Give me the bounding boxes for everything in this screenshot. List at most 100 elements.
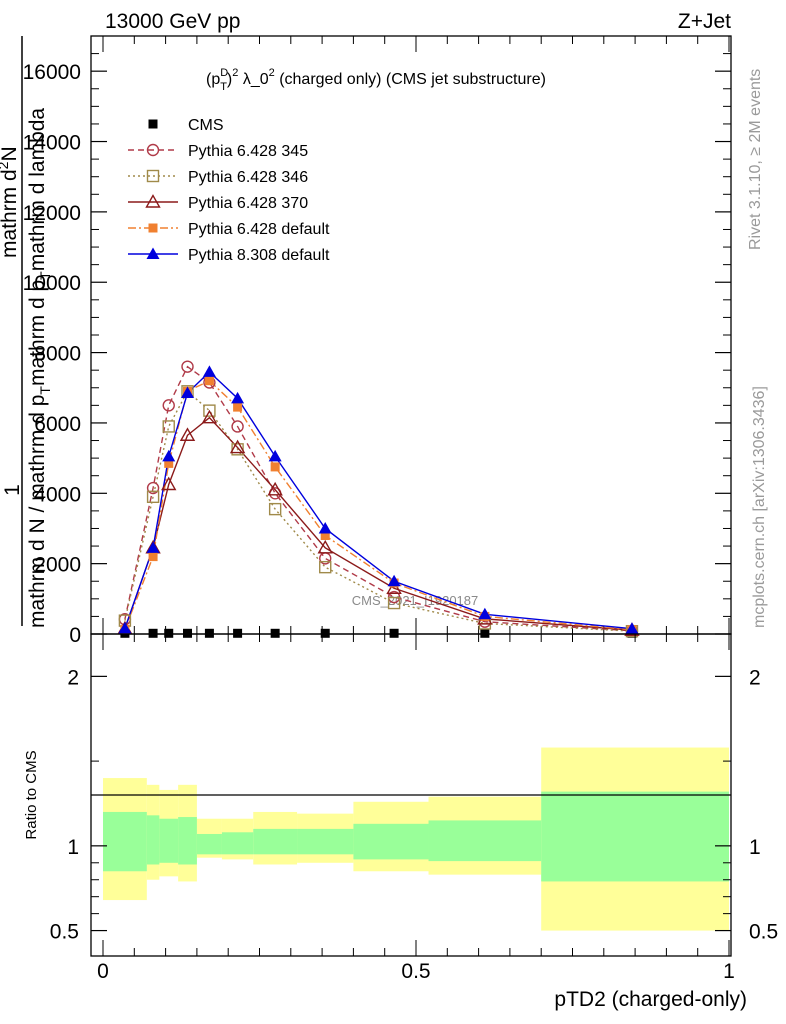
ratio-bands [103,747,729,931]
main-y-axis: 0 2000 4000 6000 8000 10000 12000 14000 16000 [23,35,731,647]
ratio-band-inner [353,823,429,860]
p8def-point [625,622,639,634]
p346-point [319,560,332,574]
p370-point [386,580,402,594]
p6def-point [204,376,214,386]
ratio-y-tick-label-right: 0.5 [749,921,778,944]
legend-entry-p345: Pythia 6.428 345 [128,143,308,160]
p345-line [124,365,633,632]
p346-point [146,490,160,504]
ratio-ylabel: Ratio to CMS [23,750,40,839]
p346-line [124,390,633,632]
ratio-band-inner [103,811,147,872]
ratio-x-axis: 0 0.5 1 [97,634,735,983]
ylabel-denominator: mathrm d N / mathrm d pTmathrm d pTmathr… [26,108,53,628]
series-lines [124,365,633,632]
ratio-band-inner [253,828,298,855]
main-x-axis-ticks [102,36,730,634]
cms-point [320,628,330,638]
legend-entry-p370: Pythia 6.428 370 [128,194,308,212]
cms-point [183,628,193,638]
y-tick-label: 16000 [23,61,81,84]
cms-point [204,628,214,638]
legend-marker [146,247,160,259]
p370-point [161,476,177,491]
p370-point [229,439,246,454]
ratio-band-inner [541,791,729,882]
p8def-point [162,449,176,462]
legend-label: Pythia 6.428 370 [188,195,308,212]
ratio-y-tick-label: 1 [67,836,79,859]
ratio-band-inner [428,820,542,862]
legend-marker [145,194,161,208]
plot-title: (pD T)2 λ_02 (charged only) (CMS jet subs… [206,67,546,93]
p6def-point [270,462,280,472]
analysis-watermark: CMS_2021_I1920187 [352,593,479,608]
mcplots-label: mcplots.cern.ch [arXiv:1306.3436] [751,386,768,628]
x-tick-label: 1 [723,960,735,983]
p8def-point [202,365,216,377]
legend-entry-p8def: Pythia 8.308 default [128,247,330,264]
p346-point [387,596,401,610]
y-tick-label: 10000 [23,272,81,295]
y-tick-label: 6000 [34,413,81,436]
p346-point [162,420,175,433]
p8def-point [118,621,132,634]
p370-point [317,539,333,554]
ratio-y-tick-label-right: 1 [749,836,761,859]
y-tick-label: 8000 [34,343,81,366]
legend-marker [148,223,158,233]
cms-point [270,628,280,638]
p8def-point [318,521,332,534]
p346-point [268,502,282,516]
p6def-point [233,402,243,412]
ylabel-one: 1 [1,484,24,496]
ratio-xlabel: pTD2 (charged-only) [554,988,747,1011]
p8def-point [478,607,492,620]
cms-point [148,628,158,638]
ratio-band-inner [196,833,222,855]
legend-label: CMS [188,117,224,134]
ratio-band-inner [297,828,354,855]
main-ylabel: 1 mathrm d N / mathrm d pTmathrm d pTmat… [0,36,53,628]
p345-point [181,360,194,373]
p370-line [124,416,633,631]
ratio-plot-frame [90,633,732,957]
y-tick-label: 0 [69,624,81,647]
cms-point [164,628,174,638]
p345-point [146,481,160,495]
y-tick-label: 14000 [23,132,81,155]
y-tick-label: 2000 [34,554,81,577]
p370-point [201,409,218,424]
rivet-version-label: Rivet 3.1.10, ≥ 2M events [747,69,764,250]
legend-label: Pythia 6.428 345 [188,143,308,160]
p6def-point [164,458,174,468]
x-tick-label: 0.5 [401,960,430,983]
p8def-point [268,449,282,462]
legend: CMS Pythia 6.428 345 Pythia 6.428 346 Pythi… [128,117,330,264]
cms-point [389,628,399,638]
p6def-point [148,552,158,562]
p346-point [231,443,244,456]
ratio-band-inner [159,818,179,863]
ylabel-numerator: mathrm d2N [0,146,21,258]
p345-point [231,420,244,433]
y-tick-label: 12000 [23,202,81,225]
cms-point [480,628,490,638]
p370-point [267,481,283,496]
p8def-point [146,541,160,553]
legend-label: Pythia 6.428 default [188,221,330,238]
legend-marker [146,143,160,157]
ratio-y-tick-label: 0.5 [50,921,79,944]
ratio-y-tick-label-right: 2 [749,666,761,689]
legend-label: Pythia 8.308 default [188,247,330,264]
p345-point [162,399,175,412]
main-plot-frame [90,35,732,635]
p370-point [179,427,196,441]
series-markers [117,360,640,638]
legend-entry-p6def: Pythia 6.428 default [128,221,330,238]
ratio-y-axis: 0.5 0.5 1 1 2 2 [50,666,778,943]
p346-point [203,404,216,417]
p8def-point [387,574,401,587]
